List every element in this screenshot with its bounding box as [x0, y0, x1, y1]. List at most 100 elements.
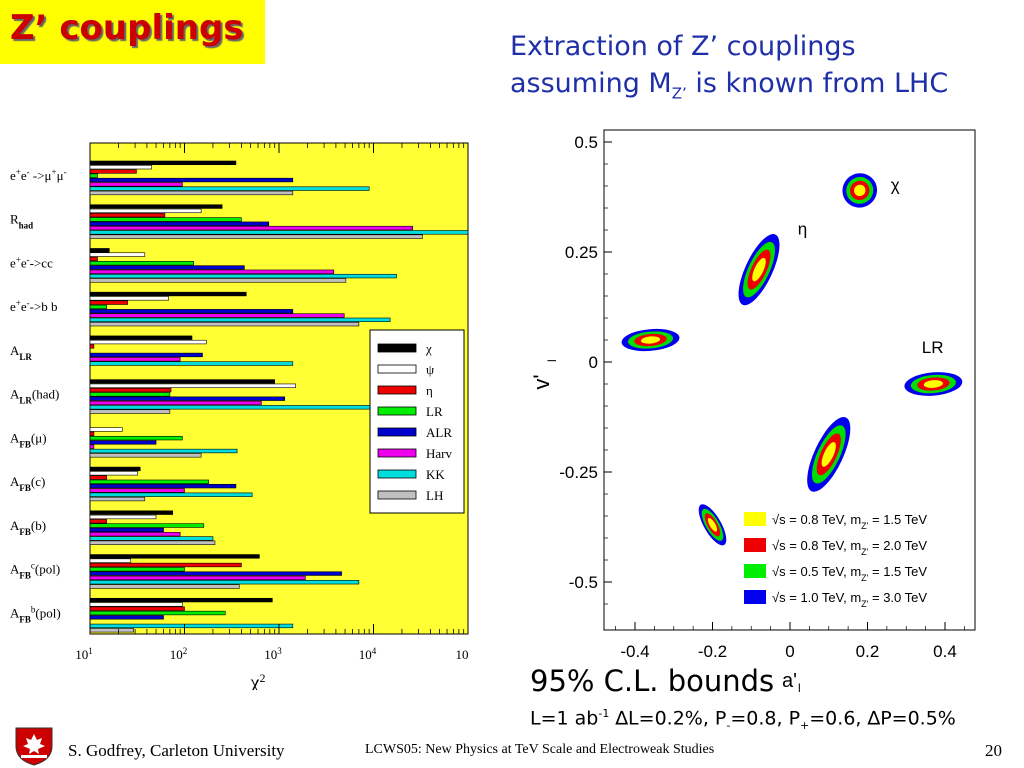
legend-swatch-χ [377, 343, 417, 353]
category-label: ALR [10, 343, 32, 362]
contour-1-layer-3 [752, 257, 766, 282]
x-tick-label: 0 [785, 642, 794, 661]
x-tick-label: 102 [170, 646, 188, 662]
bar-ψ-4 [89, 339, 207, 345]
category-label: e+e- ->μ+μ- [10, 167, 67, 183]
legend-swatch-ALR [377, 427, 417, 437]
y-axis-label: v' [529, 374, 554, 389]
bar-ALR-1 [89, 221, 270, 226]
bar-χ-9 [89, 554, 260, 559]
y-tick-label: 0.25 [565, 243, 598, 262]
legend-label: η [426, 383, 433, 398]
bar-LH-1 [89, 234, 423, 239]
bar-χ-7 [89, 466, 141, 472]
bar-Harv-8 [89, 532, 181, 537]
bar-KK-6 [89, 448, 238, 454]
bar-KK-7 [89, 492, 253, 497]
bar-ψ-5 [89, 383, 296, 388]
bar-LR-7 [89, 479, 209, 484]
contour-5-layer-3 [707, 518, 718, 532]
bar-ψ-8 [89, 514, 157, 520]
bar-χ-3 [89, 291, 247, 297]
x-axis-label: a' [782, 670, 797, 692]
bar-ψ-3 [89, 296, 169, 301]
legend-swatch-KK [377, 469, 417, 479]
bar-LR-8 [89, 523, 205, 528]
bar-χ-2 [89, 248, 110, 253]
bar-χ-0 [89, 160, 237, 165]
legend-label: √s = 0.8 TeV, mZ' = 1.5 TeV [772, 512, 927, 531]
bar-Harv-0 [89, 182, 183, 187]
bar-LR-1 [89, 217, 242, 222]
legend-swatch [744, 590, 766, 604]
x-tick-label: 10 [456, 647, 469, 662]
contour-0-layer-3 [854, 184, 866, 197]
x-tick-label: 103 [264, 646, 282, 662]
bar-ψ-1 [89, 208, 202, 214]
bar-η-3 [89, 300, 128, 305]
subtitle-line-2: assuming MZ’ is known from LHC [510, 68, 949, 103]
bar-LR-5 [89, 392, 171, 397]
author-affiliation: S. Godfrey, Carleton University [68, 741, 285, 760]
bar-KK-8 [89, 536, 214, 541]
legend-swatch-Harv [377, 448, 417, 458]
bar-ψ-6 [89, 427, 123, 432]
bar-ψ-0 [89, 164, 153, 170]
bar-ALR-6 [89, 440, 157, 445]
bar-η-2 [89, 256, 98, 262]
y-tick-label: 0 [589, 353, 598, 372]
bar-Harv-4 [89, 357, 181, 362]
bar-ψ-2 [89, 252, 146, 257]
legend-label: ALR [426, 425, 452, 440]
bar-LH-2 [89, 278, 347, 283]
coupling-contour-plot: 0.50.250-0.25-0.5-0.4 -0.2 0 0.2 0.4v'la' lχη… [529, 129, 976, 695]
y-tick-label: 0.5 [574, 133, 598, 152]
bar-η-0 [89, 169, 137, 174]
slide-subtitle: Extraction of Z’ couplings assuming MZ’ … [510, 28, 948, 112]
contour-3-layer-3 [923, 380, 943, 388]
legend-label: LH [426, 488, 443, 503]
bar-LR-10 [89, 610, 226, 616]
category-label: AFB(b) [10, 518, 46, 537]
y-axis-label-sub: l [545, 359, 559, 362]
bar-KK-1 [89, 230, 469, 235]
confidence-level-label: 95% C.L. bounds [530, 664, 775, 698]
y-tick-label: -0.25 [559, 463, 598, 482]
bar-η-8 [89, 519, 107, 524]
category-label: AFB(μ) [10, 430, 47, 449]
bar-χ-10 [89, 597, 273, 603]
bar-ALR-8 [89, 527, 164, 533]
bar-LH-3 [89, 321, 360, 327]
legend-label: √s = 0.5 TeV, mZ' = 1.5 TeV [772, 564, 927, 583]
legend-swatch [744, 512, 766, 526]
legend-box [369, 329, 465, 514]
bar-LH-0 [89, 190, 294, 196]
category-label: e+e-->b b [10, 298, 58, 314]
bar-Harv-5 [89, 400, 262, 406]
legend-swatch-LR [377, 406, 417, 416]
bar-η-9 [89, 562, 242, 568]
bar-LH-5 [89, 409, 171, 414]
subtitle-line-1: Extraction of Z’ couplings [510, 31, 856, 62]
legend-swatch [744, 564, 766, 578]
category-label: AFBc(pol) [10, 561, 60, 581]
bar-KK-9 [89, 580, 360, 585]
contour-2-layer-3 [640, 336, 661, 344]
bar-χ-4 [89, 335, 193, 340]
x-tick-label: 101 [75, 646, 93, 662]
bar-η-1 [89, 213, 166, 218]
bar-LH-8 [89, 540, 216, 545]
contour-4-layer-3 [821, 442, 836, 467]
bar-ψ-10 [89, 602, 183, 607]
x-tick-label: 104 [359, 646, 377, 662]
bar-η-7 [89, 475, 107, 480]
bar-LR-6 [89, 435, 183, 441]
bar-ALR-0 [89, 177, 294, 183]
slide-title: Z’ couplings [10, 8, 244, 48]
title-banner: Z’ couplings [0, 0, 265, 64]
bar-LR-2 [89, 261, 194, 266]
x-axis-label: χ2 [250, 671, 266, 690]
bar-Harv-6 [89, 444, 95, 449]
bar-ALR-7 [89, 483, 237, 489]
bar-LH-6 [89, 453, 202, 458]
